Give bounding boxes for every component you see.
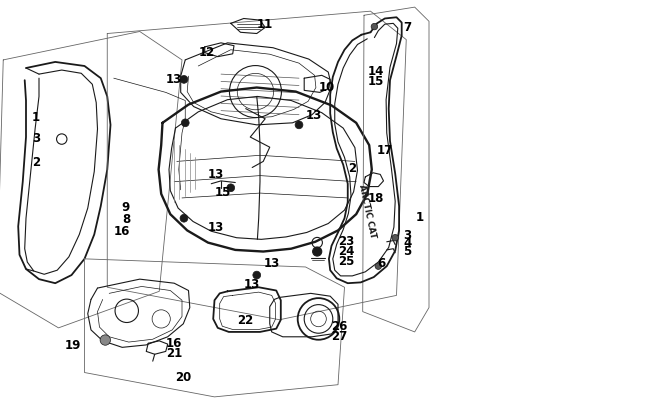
- Text: 24: 24: [338, 245, 354, 258]
- Text: 7: 7: [403, 21, 411, 34]
- Text: 16: 16: [166, 336, 182, 349]
- Text: 5: 5: [403, 245, 411, 258]
- Text: 13: 13: [306, 109, 322, 122]
- Circle shape: [295, 122, 303, 130]
- Text: 20: 20: [176, 370, 192, 383]
- Text: 13: 13: [166, 72, 182, 85]
- Text: 3: 3: [32, 131, 40, 144]
- Text: 16: 16: [114, 224, 130, 237]
- Text: 1: 1: [416, 210, 424, 223]
- Circle shape: [313, 247, 322, 256]
- Text: 11: 11: [257, 18, 273, 31]
- Text: 26: 26: [332, 320, 348, 333]
- Text: 6: 6: [377, 257, 385, 270]
- Text: 8: 8: [122, 212, 130, 225]
- Circle shape: [371, 24, 378, 31]
- Text: 12: 12: [198, 46, 214, 59]
- Text: 22: 22: [237, 313, 254, 326]
- Text: 19: 19: [65, 338, 81, 351]
- Text: 10: 10: [318, 81, 335, 94]
- Text: 13: 13: [208, 220, 224, 233]
- Circle shape: [253, 271, 261, 279]
- Circle shape: [227, 184, 235, 192]
- Text: 9: 9: [122, 200, 130, 213]
- Text: 13: 13: [244, 277, 260, 290]
- Circle shape: [100, 335, 110, 345]
- Text: 17: 17: [377, 143, 393, 156]
- Text: 18: 18: [367, 192, 383, 205]
- Text: 13: 13: [208, 168, 224, 181]
- Text: 4: 4: [403, 237, 411, 249]
- Circle shape: [375, 263, 382, 270]
- Text: 25: 25: [338, 255, 354, 268]
- Text: 21: 21: [166, 346, 182, 359]
- Circle shape: [392, 235, 398, 241]
- Text: 2: 2: [348, 162, 356, 175]
- Text: ARCTIC CAT: ARCTIC CAT: [357, 183, 378, 238]
- Text: 2: 2: [32, 156, 40, 168]
- Text: 13: 13: [263, 257, 280, 270]
- Text: 3: 3: [403, 228, 411, 241]
- Text: 1: 1: [32, 111, 40, 124]
- Circle shape: [180, 76, 188, 84]
- Text: 27: 27: [332, 330, 348, 343]
- Circle shape: [180, 215, 188, 223]
- Text: 15: 15: [367, 75, 383, 87]
- Circle shape: [181, 119, 189, 128]
- Text: 14: 14: [367, 64, 383, 77]
- Text: 15: 15: [214, 186, 231, 199]
- Text: 23: 23: [338, 234, 354, 247]
